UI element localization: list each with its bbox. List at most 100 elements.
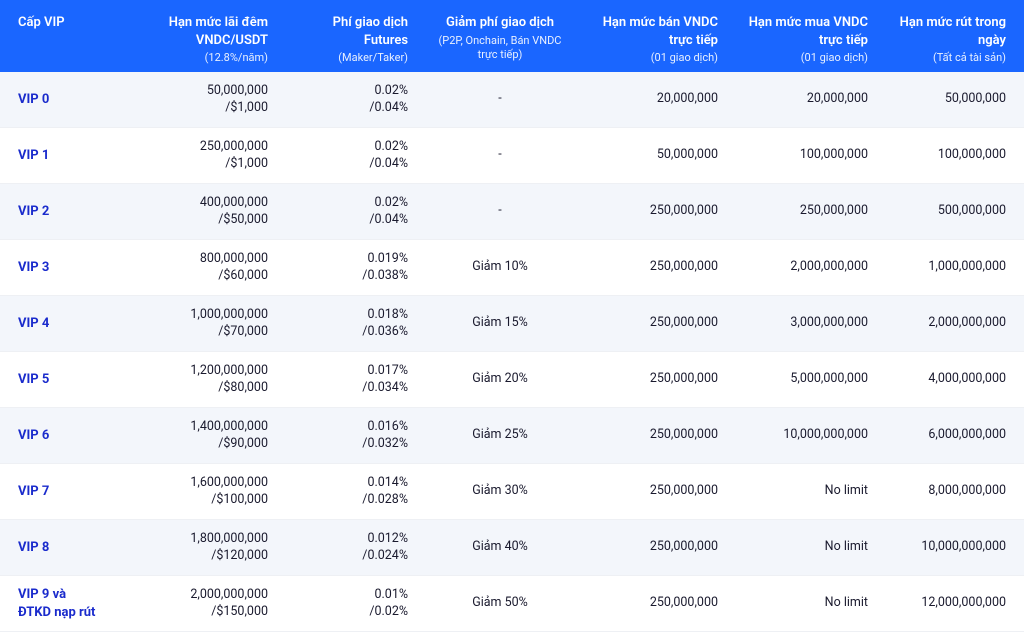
col-subtitle: (Tất cả tài sản) xyxy=(892,51,1006,66)
cell-limit: 800,000,000/$60,000 xyxy=(110,245,280,291)
cell-fee: 0.02%/0.04% xyxy=(280,77,420,123)
vip-tier-table: Cấp VIP Hạn mức lãi đêm VNDC/USDT (12.8%… xyxy=(0,0,1024,632)
cell-withdraw: 10,000,000,000 xyxy=(880,533,1024,562)
cell-limit: 1,400,000,000/$90,000 xyxy=(110,413,280,459)
table-row: VIP 2400,000,000/$50,0000.02%/0.04%-250,… xyxy=(0,184,1024,240)
table-row: VIP 61,400,000,000/$90,0000.016%/0.032%G… xyxy=(0,408,1024,464)
cell-sell: 250,000,000 xyxy=(580,421,730,450)
table-body: VIP 050,000,000/$1,0000.02%/0.04%-20,000… xyxy=(0,72,1024,632)
cell-withdraw: 2,000,000,000 xyxy=(880,309,1024,338)
table-row: VIP 3800,000,000/$60,0000.019%/0.038%Giả… xyxy=(0,240,1024,296)
col-title: Hạn mức mua VNDC trực tiếp xyxy=(749,15,868,48)
cell-limit: 250,000,000/$1,000 xyxy=(110,133,280,179)
cell-level: VIP 2 xyxy=(0,197,110,227)
cell-buy: 20,000,000 xyxy=(730,85,880,114)
cell-sell: 250,000,000 xyxy=(580,477,730,506)
col-title: Giảm phí giao dịch xyxy=(446,15,554,30)
cell-level: VIP 3 xyxy=(0,253,110,283)
cell-buy: 100,000,000 xyxy=(730,141,880,170)
cell-sell: 50,000,000 xyxy=(580,141,730,170)
col-header-discount: Giảm phí giao dịch (P2P, Onchain, Bán VN… xyxy=(420,8,580,69)
col-header-level: Cấp VIP xyxy=(0,8,110,38)
table-row: VIP 9 và ĐTKD nạp rút2,000,000,000/$150,… xyxy=(0,576,1024,632)
cell-discount: Giảm 40% xyxy=(420,533,580,562)
cell-level: VIP 6 xyxy=(0,421,110,451)
cell-buy: 250,000,000 xyxy=(730,197,880,226)
cell-level: VIP 8 xyxy=(0,533,110,563)
col-title: Cấp VIP xyxy=(18,15,65,30)
cell-discount: Giảm 30% xyxy=(420,477,580,506)
col-subtitle: (12.8%/năm) xyxy=(122,51,268,66)
cell-sell: 20,000,000 xyxy=(580,85,730,114)
cell-sell: 250,000,000 xyxy=(580,197,730,226)
col-subtitle: (Maker/Taker) xyxy=(292,51,408,66)
cell-level: VIP 1 xyxy=(0,141,110,171)
col-subtitle: (01 giao dịch) xyxy=(592,51,718,66)
table-row: VIP 050,000,000/$1,0000.02%/0.04%-20,000… xyxy=(0,72,1024,128)
col-header-fee: Phí giao dịch Futures (Maker/Taker) xyxy=(280,8,420,72)
cell-sell: 250,000,000 xyxy=(580,365,730,394)
cell-discount: - xyxy=(420,141,580,170)
cell-level: VIP 7 xyxy=(0,477,110,507)
cell-discount: Giảm 10% xyxy=(420,253,580,282)
cell-sell: 250,000,000 xyxy=(580,589,730,618)
cell-discount: - xyxy=(420,197,580,226)
cell-buy: 2,000,000,000 xyxy=(730,253,880,282)
cell-limit: 400,000,000/$50,000 xyxy=(110,189,280,235)
table-row: VIP 51,200,000,000/$80,0000.017%/0.034%G… xyxy=(0,352,1024,408)
col-title: Hạn mức bán VNDC trực tiếp xyxy=(603,15,718,48)
cell-fee: 0.01%/0.02% xyxy=(280,581,420,627)
cell-withdraw: 1,000,000,000 xyxy=(880,253,1024,282)
cell-withdraw: 8,000,000,000 xyxy=(880,477,1024,506)
cell-limit: 2,000,000,000/$150,000 xyxy=(110,581,280,627)
cell-fee: 0.014%/0.028% xyxy=(280,469,420,515)
col-header-withdraw: Hạn mức rút trong ngày (Tất cả tài sản) xyxy=(880,8,1024,72)
table-row: VIP 1250,000,000/$1,0000.02%/0.04%-50,00… xyxy=(0,128,1024,184)
cell-buy: No limit xyxy=(730,533,880,562)
cell-withdraw: 6,000,000,000 xyxy=(880,421,1024,450)
cell-discount: Giảm 15% xyxy=(420,309,580,338)
table-header: Cấp VIP Hạn mức lãi đêm VNDC/USDT (12.8%… xyxy=(0,0,1024,72)
cell-withdraw: 500,000,000 xyxy=(880,197,1024,226)
cell-fee: 0.019%/0.038% xyxy=(280,245,420,291)
cell-sell: 250,000,000 xyxy=(580,533,730,562)
cell-level: VIP 5 xyxy=(0,365,110,395)
cell-discount: Giảm 20% xyxy=(420,365,580,394)
cell-fee: 0.02%/0.04% xyxy=(280,189,420,235)
cell-buy: 5,000,000,000 xyxy=(730,365,880,394)
cell-withdraw: 12,000,000,000 xyxy=(880,589,1024,618)
col-header-buy: Hạn mức mua VNDC trực tiếp (01 giao dịch… xyxy=(730,8,880,72)
col-subtitle: (01 giao dịch) xyxy=(742,51,868,66)
cell-withdraw: 4,000,000,000 xyxy=(880,365,1024,394)
table-row: VIP 41,000,000,000/$70,0000.018%/0.036%G… xyxy=(0,296,1024,352)
cell-sell: 250,000,000 xyxy=(580,309,730,338)
cell-buy: 10,000,000,000 xyxy=(730,421,880,450)
cell-limit: 1,600,000,000/$100,000 xyxy=(110,469,280,515)
cell-level: VIP 0 xyxy=(0,85,110,115)
cell-buy: 3,000,000,000 xyxy=(730,309,880,338)
col-title: Hạn mức rút trong ngày xyxy=(900,15,1006,48)
cell-buy: No limit xyxy=(730,589,880,618)
cell-limit: 1,800,000,000/$120,000 xyxy=(110,525,280,571)
cell-sell: 250,000,000 xyxy=(580,253,730,282)
cell-withdraw: 50,000,000 xyxy=(880,85,1024,114)
cell-fee: 0.016%/0.032% xyxy=(280,413,420,459)
cell-discount: Giảm 50% xyxy=(420,589,580,618)
table-row: VIP 71,600,000,000/$100,0000.014%/0.028%… xyxy=(0,464,1024,520)
cell-fee: 0.012%/0.024% xyxy=(280,525,420,571)
col-subtitle: (P2P, Onchain, Bán VNDC trực tiếp) xyxy=(432,34,568,64)
cell-limit: 1,200,000,000/$80,000 xyxy=(110,357,280,403)
cell-limit: 50,000,000/$1,000 xyxy=(110,77,280,123)
cell-fee: 0.017%/0.034% xyxy=(280,357,420,403)
col-header-limit: Hạn mức lãi đêm VNDC/USDT (12.8%/năm) xyxy=(110,8,280,72)
cell-fee: 0.018%/0.036% xyxy=(280,301,420,347)
cell-limit: 1,000,000,000/$70,000 xyxy=(110,301,280,347)
cell-fee: 0.02%/0.04% xyxy=(280,133,420,179)
cell-withdraw: 100,000,000 xyxy=(880,141,1024,170)
cell-discount: - xyxy=(420,85,580,114)
col-title: Phí giao dịch Futures xyxy=(333,15,408,48)
table-row: VIP 81,800,000,000/$120,0000.012%/0.024%… xyxy=(0,520,1024,576)
col-header-sell: Hạn mức bán VNDC trực tiếp (01 giao dịch… xyxy=(580,8,730,72)
cell-level: VIP 4 xyxy=(0,309,110,339)
cell-level: VIP 9 và ĐTKD nạp rút xyxy=(0,580,110,627)
